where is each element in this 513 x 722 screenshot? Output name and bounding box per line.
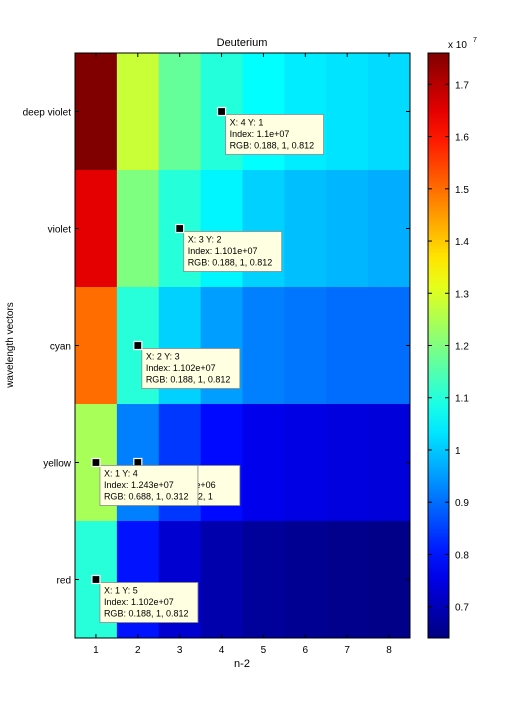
x-tick-label: 8 [386, 645, 392, 656]
heatmap-cell [284, 404, 327, 522]
colorbar-exponent: 7 [473, 37, 477, 44]
axes: 1 2 3 4 5 6 7 8 deep violet violet cyan yellow red [23, 52, 411, 656]
datatip-text: RGB: 0.188, 1, 0.812 [146, 375, 231, 385]
datatip-marker[interactable] [133, 340, 143, 351]
colorbar-tick-label: 1.7 [455, 80, 469, 91]
x-tick-label: 6 [303, 645, 309, 656]
y-tick-label: violet [48, 225, 72, 236]
colorbar-tick-label: 1.2 [455, 342, 469, 353]
heatmap-cell [75, 53, 118, 171]
datatip-box [99, 582, 199, 623]
heatmap-cell [284, 287, 327, 405]
datatip-box [225, 114, 324, 155]
datatip-text: RGB: 0.188, 1, 0.812 [230, 141, 315, 151]
y-axis-label: wavelength vectors [5, 302, 16, 389]
datatip-text: Index: 1.102e+07 [146, 363, 216, 373]
colorbar-tick-label: 1.4 [455, 237, 469, 248]
datatip-box [183, 231, 283, 272]
colorbar-tick-label: 0.8 [455, 550, 469, 561]
heatmap-cell [116, 170, 160, 288]
x-tick-label: 7 [344, 645, 350, 656]
heatmap-cell [158, 53, 202, 171]
heatmap-cell [326, 404, 369, 522]
heatmap-cell [200, 521, 243, 639]
y-tick-label: yellow [43, 459, 72, 470]
datatip-text: RGB: 0.188, 1, 0.812 [188, 258, 273, 268]
colorbar-tick-label: 0.7 [455, 603, 469, 614]
colorbar-tick-label: 0.9 [455, 498, 469, 509]
heatmap-cell [284, 521, 327, 639]
heatmap-cell [242, 287, 285, 405]
datatip-text: Index: 1.243e+07 [104, 480, 174, 490]
heatmap-cell [242, 404, 285, 522]
colorbar: 0.7 0.8 0.9 1 1.1 1.2 1.3 1.4 1.5 1.6 1.7 x 10 7 [427, 37, 477, 639]
colorbar-tick-label: 1.1 [455, 394, 469, 405]
y-tick-label: red [57, 576, 71, 587]
datatip-text: RGB: 0.688, 1, 0.312 [104, 492, 189, 502]
heatmap-cell [368, 53, 411, 171]
heatmap-cell [326, 170, 369, 288]
x-tick-label: 2 [135, 645, 141, 656]
datatip-text: Index: 1.1e+07 [230, 129, 290, 139]
datatip-text: X: 2 Y: 3 [146, 352, 180, 362]
datatip-box [141, 348, 241, 389]
colorbar-tick-label: 1.6 [455, 133, 469, 144]
colorbar-tick-label: 1.5 [455, 185, 469, 196]
datatip-text: Index: 1.102e+07 [104, 597, 174, 607]
y-tick-label: cyan [50, 342, 71, 353]
y-tick-label: deep violet [23, 108, 72, 119]
heatmap-cell [368, 287, 411, 405]
chart-title: Deuterium [217, 37, 268, 49]
heatmap-cell [75, 170, 118, 288]
x-tick-label: 3 [177, 645, 183, 656]
datatip-text: RGB: 0.188, 1, 0.812 [104, 609, 189, 619]
datatip-marker[interactable] [175, 223, 185, 234]
heatmap-cell [326, 521, 369, 639]
x-tick-label: 5 [261, 645, 267, 656]
datatip-marker[interactable] [91, 574, 101, 585]
heatmap-cell [284, 170, 327, 288]
x-axis-label: n-2 [234, 658, 250, 670]
x-tick-label: 1 [93, 645, 99, 656]
datatip-marker[interactable] [91, 457, 101, 468]
heatmap-cell [368, 170, 411, 288]
x-tick-label: 4 [219, 645, 225, 656]
heatmap-cell [368, 521, 411, 639]
datatip-box [99, 465, 199, 506]
datatip-text: X: 4 Y: 1 [230, 118, 264, 128]
colorbar-tick-label: 1 [455, 446, 461, 457]
datatip-text: X: 1 Y: 4 [104, 469, 138, 479]
colorbar-exponent-label: x 10 [448, 40, 467, 51]
datatip-text: X: 3 Y: 2 [188, 235, 222, 245]
datatip-text: Index: 1.101e+07 [188, 246, 258, 256]
datatip-marker[interactable] [216, 106, 227, 117]
colorbar-tick-label: 1.3 [455, 289, 469, 300]
heatmap-cell [326, 287, 369, 405]
heatmap-cell [326, 53, 369, 171]
heatmap-cell [75, 287, 118, 405]
heatmap-cell [116, 53, 160, 171]
heatmap-cell [368, 404, 411, 522]
datatip-text: X: 1 Y: 5 [104, 586, 138, 596]
heatmap-cell [242, 521, 285, 639]
